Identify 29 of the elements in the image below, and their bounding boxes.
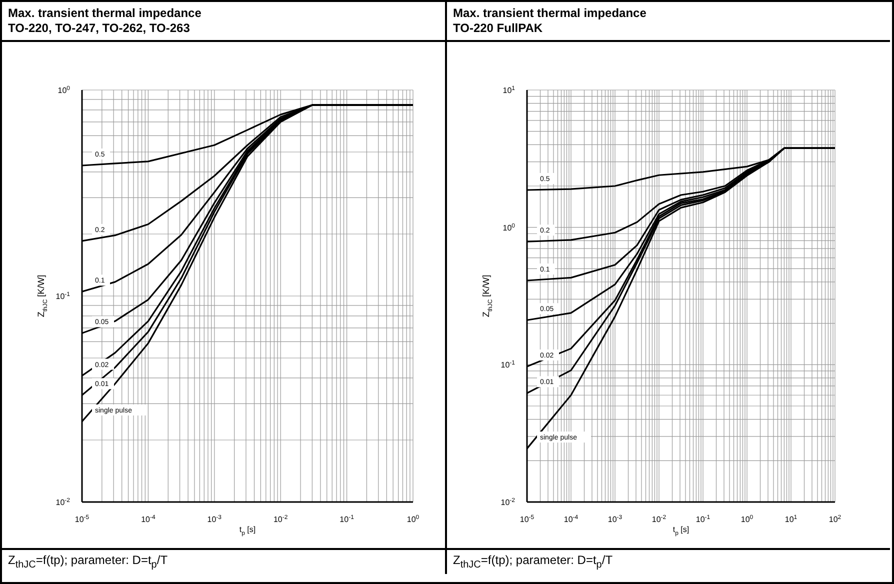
y-tick-label: 10$^{-1}$	[500, 360, 516, 370]
y-tick-label: 10$^{-2}$	[500, 497, 516, 507]
x-tick-label: 10$^{-4}$	[564, 514, 579, 524]
x-tick-label: 10$^{-4}$	[141, 514, 156, 524]
x-tick-label: 10$^{-1}$	[340, 514, 355, 524]
text: Z$_{thJC}$=f(tp); parameter: D=t$_{p}$/T	[8, 553, 168, 570]
x-axis-title: t$_{p}$ [s]	[239, 525, 256, 537]
y-tick-label: 10$^{-2}$	[56, 497, 71, 507]
chart-title: Max. transient thermal impedance	[453, 6, 646, 20]
chart-subtitle: TO-220 FullPAK	[453, 21, 543, 35]
y-tick-label: 10$^{0}$	[502, 222, 516, 232]
x-tick-label: 10$^{0}$	[406, 514, 420, 524]
x-tick-label: 10$^{2}$	[828, 514, 842, 524]
x-tick-label: 10$^{-5}$	[520, 514, 535, 524]
text: Z$_{thJC}$=f(tp); parameter: D=t$_{p}$/T	[453, 553, 613, 570]
y-tick-label: 10$^{1}$	[502, 85, 516, 95]
x-tick-label: 10$^{1}$	[784, 514, 798, 524]
x-tick-label: 10$^{0}$	[740, 514, 754, 524]
x-tick-label: 10$^{-3}$	[608, 514, 623, 524]
chart-title: Max. transient thermal impedance	[8, 6, 202, 20]
y-tick-label: 10$^{-1}$	[56, 291, 71, 301]
y-tick-label: 10$^{0}$	[58, 85, 71, 95]
x-axis-title: t$_{p}$ [s]	[672, 525, 690, 537]
x-tick-label: 10$^{-3}$	[207, 514, 222, 524]
x-tick-label: 10$^{-1}$	[696, 514, 711, 524]
x-tick-label: 10$^{-2}$	[273, 514, 288, 524]
x-tick-label: 10$^{-2}$	[652, 514, 667, 524]
chart-subtitle: TO-220, TO-247, TO-262, TO-263	[8, 21, 190, 35]
x-tick-label: 10$^{-5}$	[74, 514, 90, 524]
